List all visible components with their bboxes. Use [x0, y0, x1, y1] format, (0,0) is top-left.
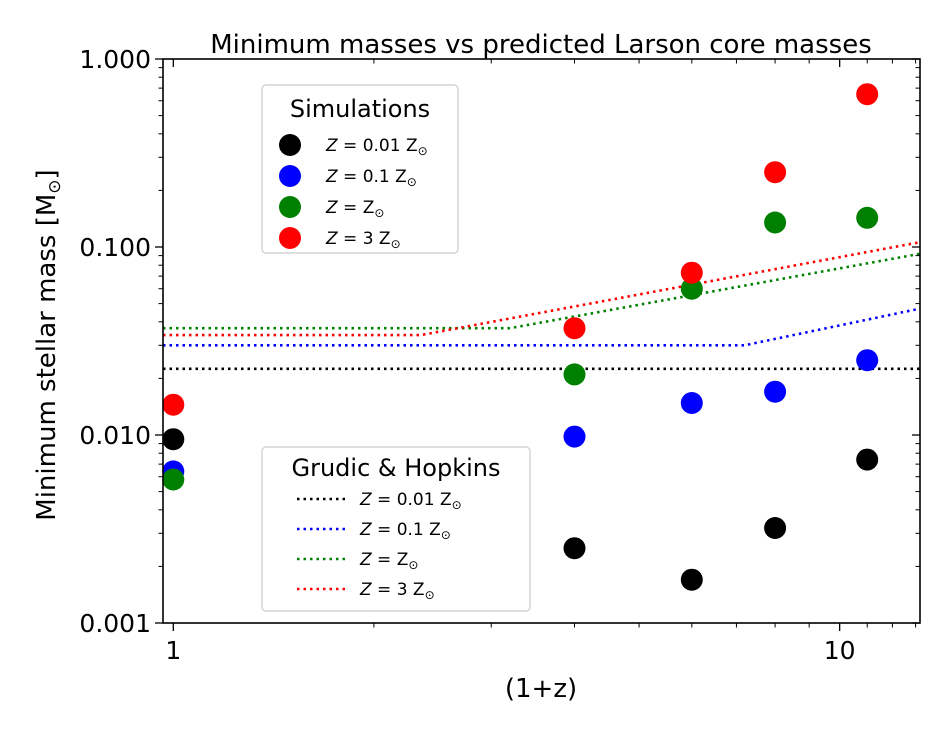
data-point-z-3-z	[680, 261, 703, 284]
legend-sim-marker	[279, 134, 301, 156]
legend-sim-entries: Z = 0.01 Z⊙ Z = 0.1 Z⊙ Z = Z⊙ Z = 3 Z⊙	[279, 134, 428, 251]
legend-model-frame	[261, 446, 531, 612]
data-point-z-z	[764, 211, 787, 234]
data-point-z-0-01-z	[563, 537, 586, 560]
plot-frame	[162, 58, 921, 624]
legend-model-label: Z = 3 Z⊙	[359, 580, 435, 602]
model-line-z-3-z	[163, 240, 921, 337]
x-axis-label: (1+z)	[505, 674, 577, 704]
legend-sim-label: Z = 3 Z⊙	[325, 229, 401, 251]
data-point-z-0-1-z	[680, 392, 703, 414]
data-point-z-0-1-z	[856, 349, 879, 372]
chart-title: Minimum masses vs predicted Larson core …	[210, 30, 872, 60]
data-point-z-0-1-z	[764, 380, 787, 403]
y-axis-label: Minimum stellar mass [M⊙]	[32, 169, 65, 520]
y-tick-label: 0.001	[79, 609, 151, 638]
data-point-z-z	[680, 277, 703, 300]
data-point-z-z	[563, 363, 586, 386]
legend-model-label: Z = 0.1 Z⊙	[359, 520, 451, 542]
data-point-z-3-z	[162, 393, 185, 416]
legend-model-label: Z = Z⊙	[359, 550, 418, 572]
data-point-z-0-01-z	[856, 448, 879, 471]
legend-sim-label: Z = Z⊙	[325, 198, 384, 220]
x-tick-label: 10	[824, 636, 856, 665]
legend-sim-marker	[279, 227, 301, 249]
model-line-z-0-1-z	[163, 307, 921, 347]
simulation-points	[162, 83, 879, 591]
data-point-z-z	[162, 468, 185, 491]
data-point-z-0-1-z	[563, 425, 586, 448]
y-tick-label: 0.010	[79, 421, 151, 450]
legend-sim-label: Z = 0.1 Z⊙	[325, 167, 417, 189]
legend-sim-marker	[279, 165, 301, 187]
data-point-z-3-z	[856, 83, 879, 106]
axis-ticks: 0.001 0.010 0.100 1.000 1 10	[79, 45, 920, 665]
legend-model-title: Grudic & Hopkins	[292, 454, 501, 482]
y-tick-label: 1.000	[79, 45, 151, 74]
legend-sim-frame	[261, 84, 459, 254]
model-lines	[163, 240, 921, 371]
x-tick-label: 1	[165, 636, 181, 665]
data-point-z-0-01-z	[680, 568, 703, 591]
data-point-z-0-01-z	[162, 428, 185, 451]
legend-sim-marker	[279, 196, 301, 218]
legend-sim-label: Z = 0.01 Z⊙	[325, 136, 428, 158]
legend-model-entries: Z = 0.01 Z⊙ Z = 0.1 Z⊙ Z = Z⊙ Z = 3 Z⊙	[297, 490, 462, 602]
data-point-z-0-01-z	[764, 517, 787, 539]
y-tick-label: 0.100	[79, 233, 151, 262]
legend-sim-title: Simulations	[290, 95, 430, 123]
legend-simulations: Simulations Z = 0.01 Z⊙Z = 0.1 Z⊙Z = Z⊙Z…	[261, 84, 459, 254]
model-line-z-z	[163, 252, 921, 330]
legend-model-label: Z = 0.01 Z⊙	[359, 490, 462, 512]
legend-models: Grudic & Hopkins Z = 0.01 Z⊙Z = 0.1 Z⊙Z …	[261, 446, 531, 612]
data-point-z-3-z	[563, 317, 586, 340]
data-point-z-3-z	[764, 161, 787, 184]
data-point-z-z	[856, 206, 879, 229]
